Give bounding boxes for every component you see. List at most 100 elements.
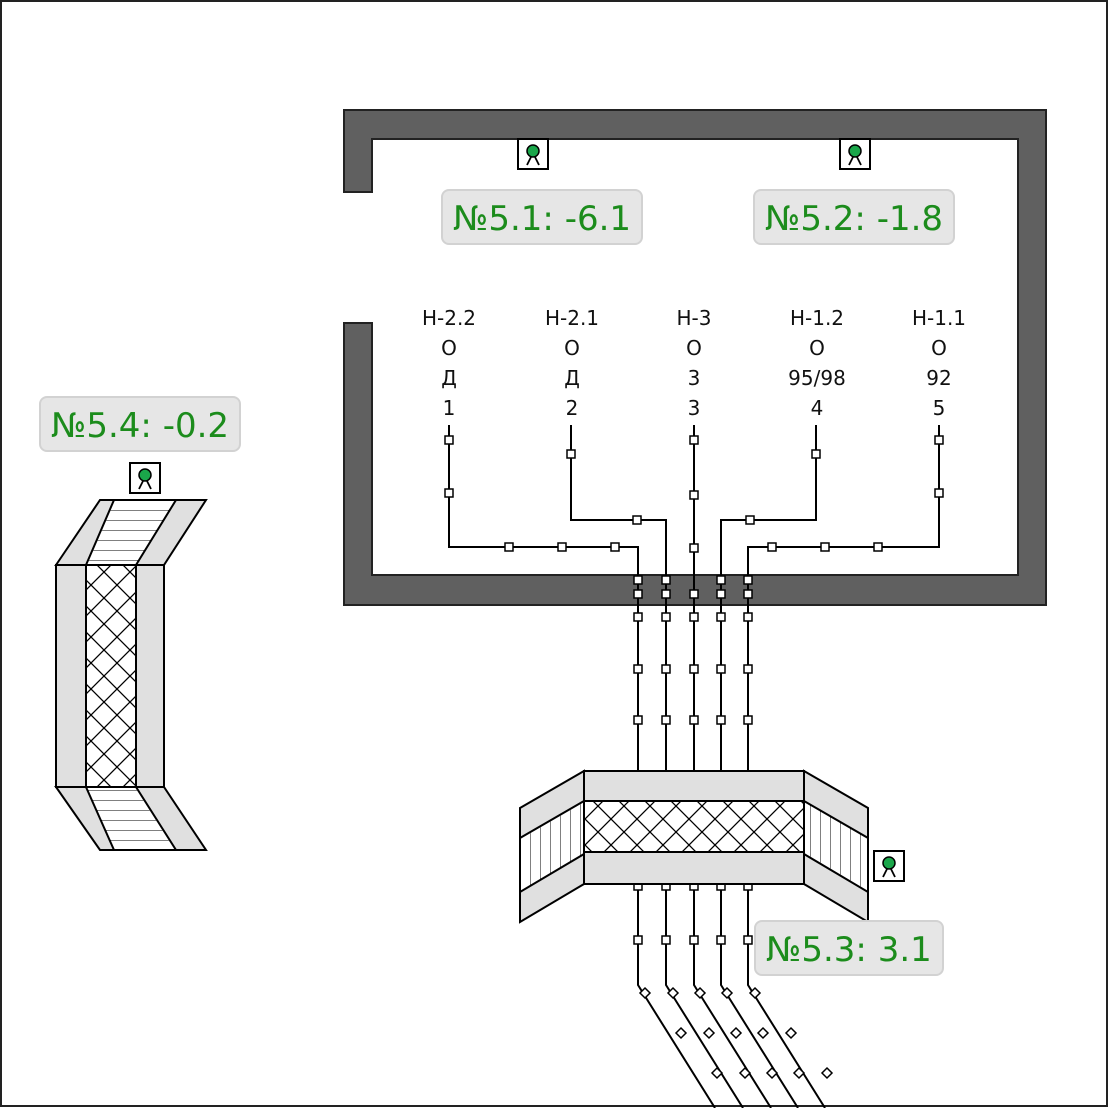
dispenser-name: Н-1.1	[911, 306, 967, 330]
pipe-joint	[661, 935, 671, 945]
pipe-joint-diagonal	[820, 1066, 834, 1080]
pipe-joint	[504, 542, 514, 552]
pipe-joint	[743, 589, 753, 599]
pipe-joint	[811, 449, 821, 459]
pipe-joint	[716, 589, 726, 599]
dispenser-number: 1	[442, 396, 456, 420]
pipe-joint	[566, 449, 576, 459]
pipe-joint	[716, 664, 726, 674]
dispenser-name: Н-2.1	[544, 306, 600, 330]
pipe-joint-diagonal	[638, 986, 652, 1000]
pipe-joint	[745, 515, 755, 525]
pipe-joint	[716, 715, 726, 725]
dispenser-name: Н-1.2	[789, 306, 845, 330]
dispenser-1[interactable]: Н-2.2 О Д 1	[399, 303, 499, 423]
pipe-joint	[661, 664, 671, 674]
dispenser-state: О	[564, 336, 580, 360]
pipe-joint	[820, 542, 830, 552]
sensor-icon[interactable]	[129, 462, 161, 494]
pipe-joint	[767, 542, 777, 552]
sensor-icon[interactable]	[517, 138, 549, 170]
pipe-joint	[610, 542, 620, 552]
sensor-label-5-1[interactable]: №5.1: -6.1	[441, 189, 644, 245]
dispenser-name: Н-2.2	[421, 306, 477, 330]
sensor-label-5-2[interactable]: №5.2: -1.8	[753, 189, 956, 245]
pipe-joint	[633, 612, 643, 622]
tank-bottom	[519, 769, 869, 924]
pipe-joint-diagonal	[792, 1066, 806, 1080]
dispenser-fuel: Д	[564, 366, 580, 390]
pipe-joint-diagonal	[666, 986, 680, 1000]
dispenser-fuel: 95/98	[788, 366, 846, 390]
pipe-joint	[557, 542, 567, 552]
pipe-joint	[633, 589, 643, 599]
dispenser-state: О	[441, 336, 457, 360]
sensor-icon[interactable]	[873, 850, 905, 882]
dispenser-name: Н-3	[676, 306, 712, 330]
pipe-joint-diagonal	[702, 1026, 716, 1040]
dispenser-2[interactable]: Н-2.1 О Д 2	[522, 303, 622, 423]
building-wall	[343, 109, 1047, 606]
dispenser-fuel: 3	[687, 366, 701, 390]
pipe-joint	[716, 612, 726, 622]
pipe-joint	[689, 543, 699, 553]
dispenser-number: 5	[932, 396, 946, 420]
pipe-joint	[633, 664, 643, 674]
pipe-joint	[661, 715, 671, 725]
dispenser-5[interactable]: Н-1.1 О 92 5	[889, 303, 989, 423]
pipe-joint	[934, 435, 944, 445]
pipe-joint-diagonal	[756, 1026, 770, 1040]
dispenser-4[interactable]: Н-1.2 О 95/98 4	[767, 303, 867, 423]
pipe-joint	[689, 715, 699, 725]
dispenser-fuel: 92	[926, 366, 952, 390]
pipe-joint	[661, 612, 671, 622]
pipe-line-4	[720, 425, 817, 1108]
pipe-markers	[444, 435, 944, 1080]
pipe-joint-diagonal	[738, 1066, 752, 1080]
pipe-joint	[661, 575, 671, 585]
pipe-line-5	[747, 425, 940, 1108]
pipe-joint-diagonal	[720, 986, 734, 1000]
pipe-joint	[743, 612, 753, 622]
dispenser-state: О	[809, 336, 825, 360]
tank-left	[54, 499, 208, 851]
dispenser-fuel: Д	[441, 366, 457, 390]
pipe-joint	[716, 935, 726, 945]
pipe-joint-diagonal	[674, 1026, 688, 1040]
pipe-joint	[934, 488, 944, 498]
dispenser-state: О	[686, 336, 702, 360]
dispenser-state: О	[931, 336, 947, 360]
pipe-joint	[743, 935, 753, 945]
pipe-joint-diagonal	[729, 1026, 743, 1040]
pipe-joint	[689, 612, 699, 622]
pipe-joint	[661, 589, 671, 599]
fuel-pipes	[448, 425, 940, 1108]
dispenser-number: 2	[565, 396, 579, 420]
pipe-joint	[689, 435, 699, 445]
sensor-label-5-4[interactable]: №5.4: -0.2	[39, 396, 242, 452]
pipe-joint-diagonal	[710, 1066, 724, 1080]
pipe-joint	[743, 575, 753, 585]
pipe-line-1	[448, 425, 716, 1108]
pipe-joint	[873, 542, 883, 552]
pipe-joint	[633, 715, 643, 725]
pipe-joint-diagonal	[748, 986, 762, 1000]
pipe-joint-diagonal	[693, 986, 707, 1000]
pipe-joint	[633, 935, 643, 945]
pipe-joint	[444, 488, 454, 498]
pipe-joint	[689, 935, 699, 945]
pipe-joint	[743, 715, 753, 725]
sensor-label-5-3[interactable]: №5.3: 3.1	[754, 920, 944, 976]
dispenser-3[interactable]: Н-3 О 3 3	[644, 303, 744, 423]
pipe-line-2	[570, 425, 744, 1108]
pipe-joint	[689, 589, 699, 599]
sensor-icon[interactable]	[839, 138, 871, 170]
pipe-joint-diagonal	[765, 1066, 779, 1080]
pipe-joint	[689, 490, 699, 500]
pipe-joint	[633, 575, 643, 585]
pipe-joint	[689, 664, 699, 674]
pipe-joint	[632, 515, 642, 525]
pipe-joint-diagonal	[784, 1026, 798, 1040]
pipe-joint	[743, 664, 753, 674]
